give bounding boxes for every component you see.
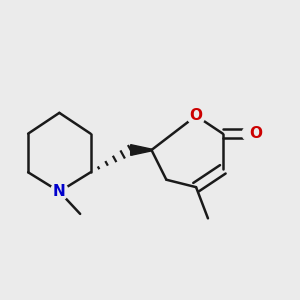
Text: N: N	[53, 184, 66, 199]
Circle shape	[187, 107, 205, 125]
Text: O: O	[190, 108, 202, 123]
Text: O: O	[250, 126, 262, 141]
Polygon shape	[131, 145, 152, 155]
Circle shape	[242, 126, 257, 141]
Circle shape	[50, 183, 68, 200]
